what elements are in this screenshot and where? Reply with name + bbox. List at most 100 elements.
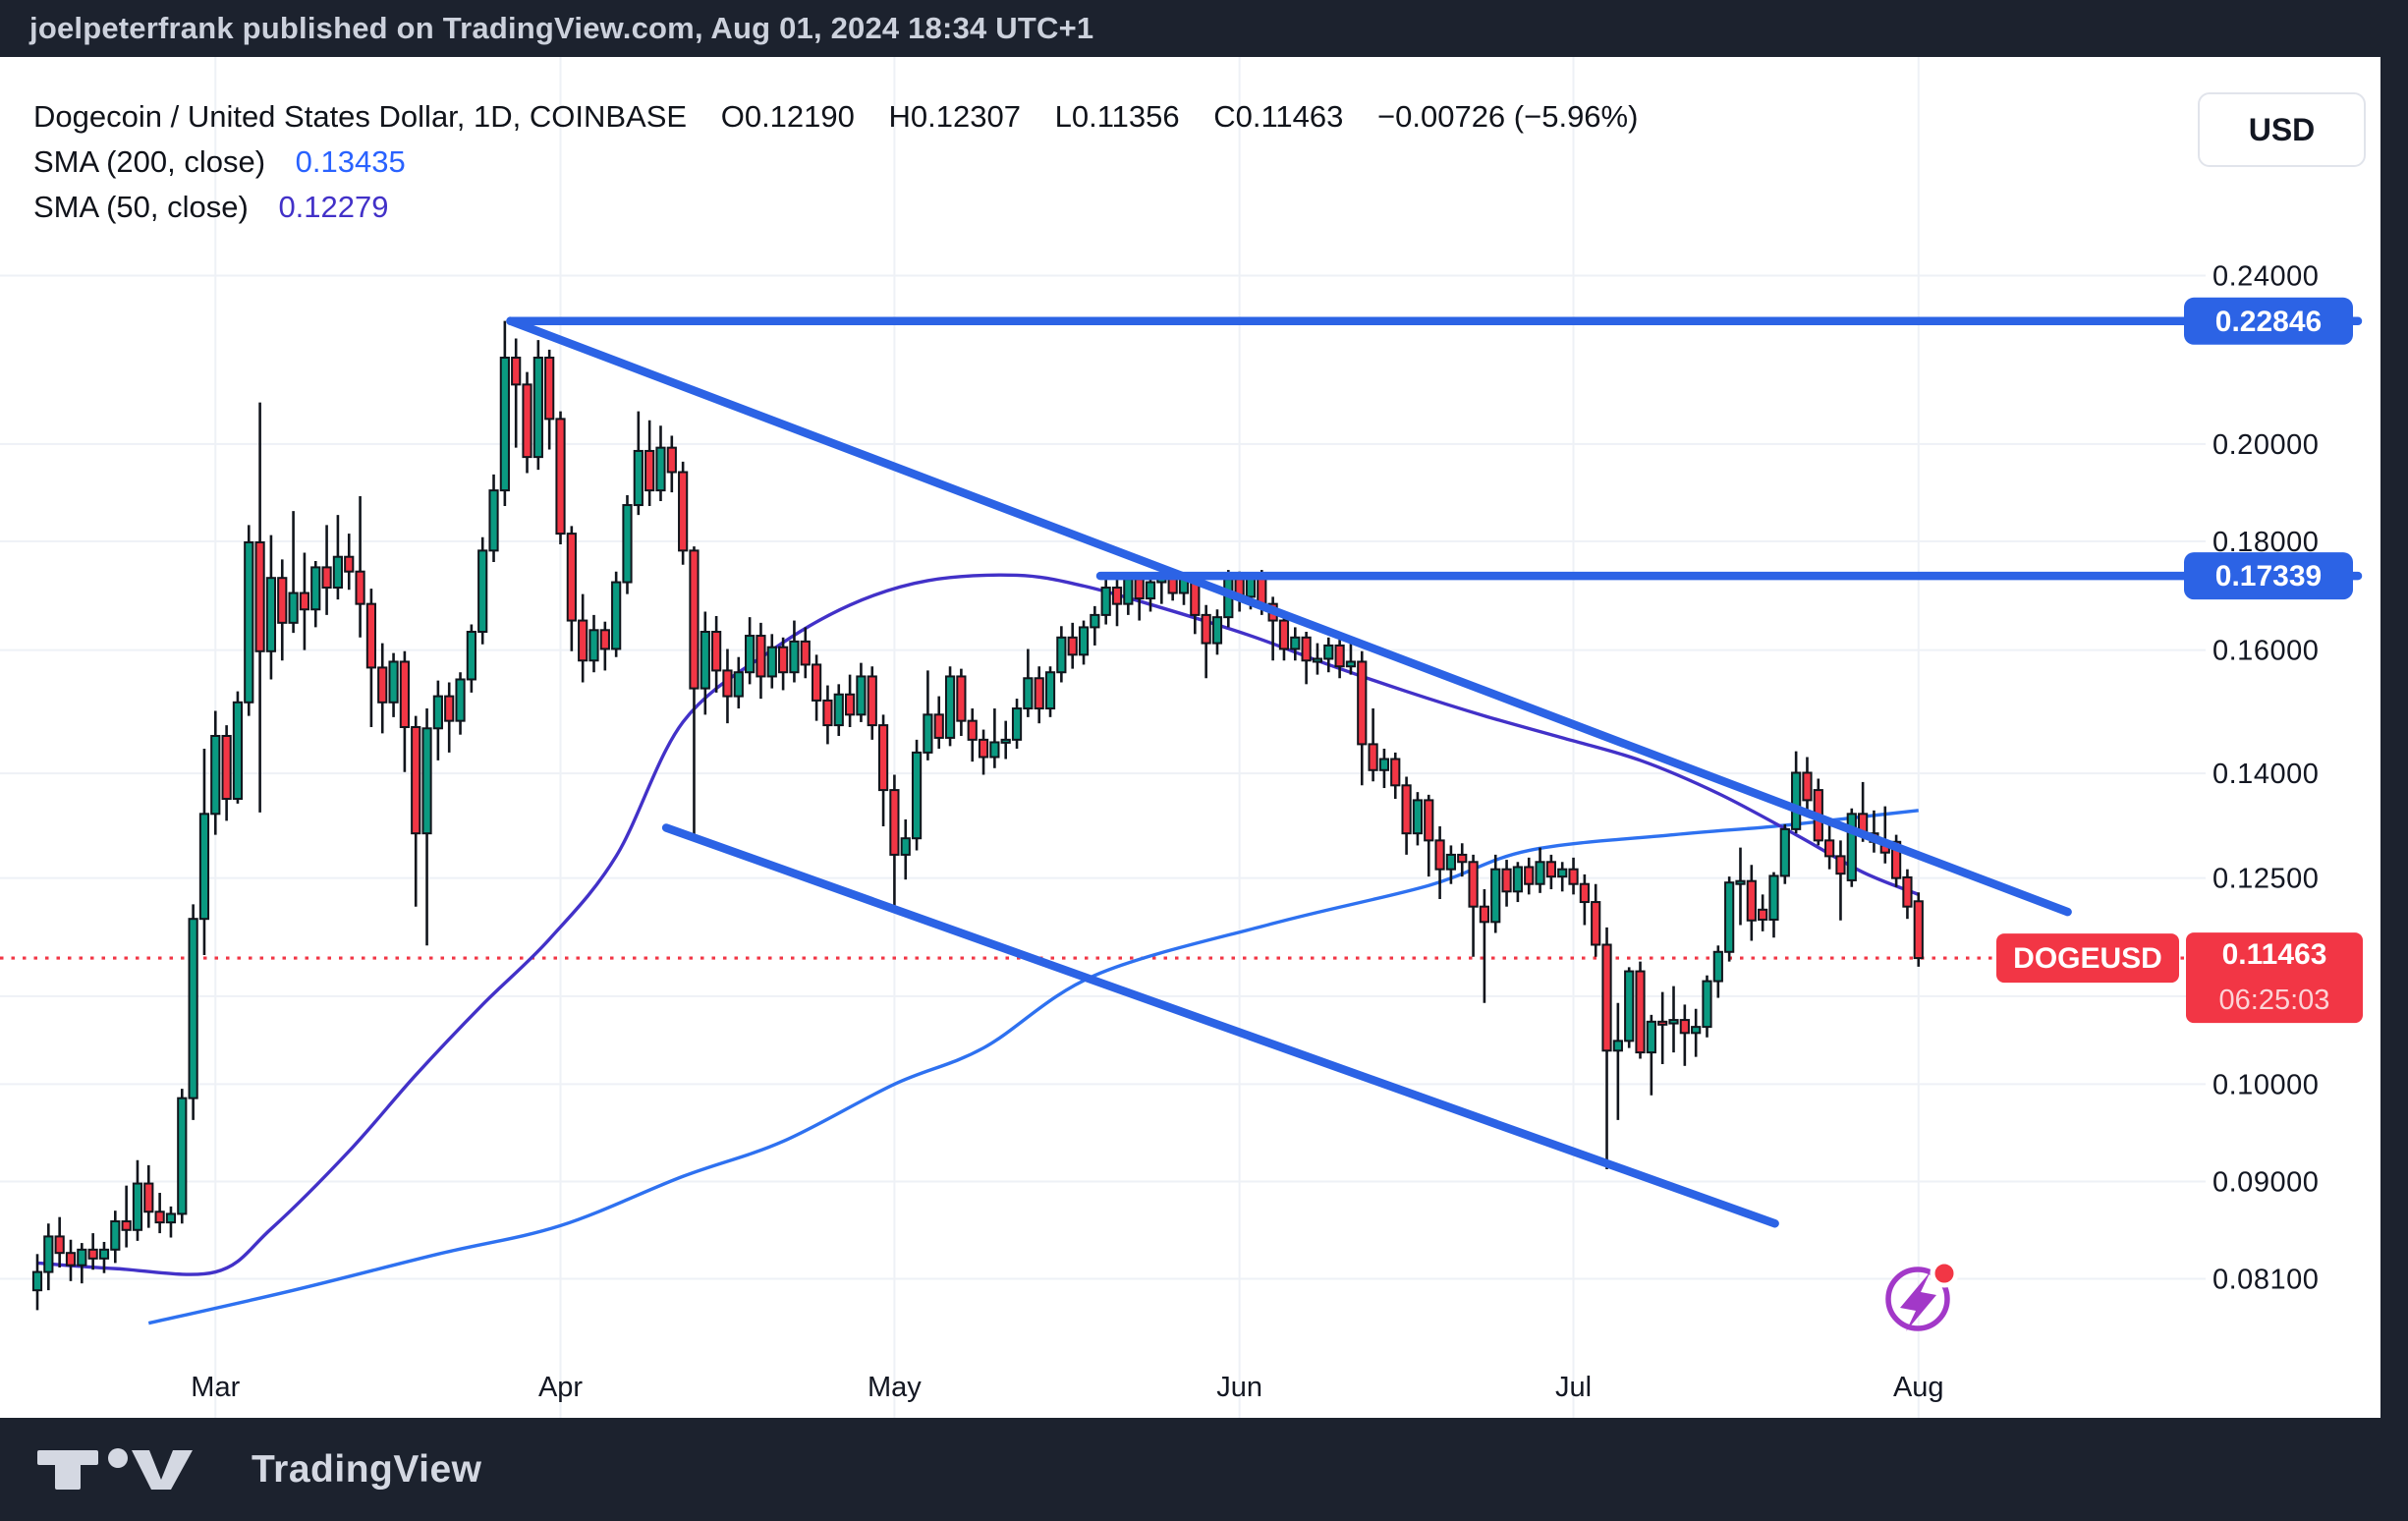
level-price-badge-text: 0.22846	[2215, 306, 2322, 338]
price-axis[interactable]: 0.240000.200000.180000.160000.140000.125…	[1996, 260, 2363, 1296]
candle	[633, 411, 644, 516]
level-price-badge[interactable]	[2184, 552, 2353, 600]
candle	[254, 402, 265, 813]
price-tick-label: 0.16000	[2212, 636, 2319, 667]
indicator-sma200[interactable]: SMA (200, close) 0.13435	[33, 140, 1638, 185]
candle	[31, 1254, 43, 1311]
candle	[1201, 604, 1211, 679]
tradingview-logo-icon[interactable]	[37, 1444, 234, 1495]
candle	[766, 634, 777, 689]
candle	[1211, 609, 1223, 655]
candle	[121, 1185, 132, 1248]
candle	[933, 696, 944, 749]
trendline[interactable]	[506, 316, 2072, 917]
candle	[1312, 643, 1323, 675]
candle	[1524, 857, 1535, 895]
candle	[856, 662, 867, 722]
candlestick-series[interactable]	[31, 320, 1924, 1311]
symbol-price-flag-text: DOGEUSD	[2013, 942, 2162, 975]
drawings[interactable]	[506, 316, 2363, 1228]
candle	[488, 474, 499, 563]
candle	[1635, 961, 1646, 1059]
time-axis[interactable]: Mar Apr May Jun Jul Aug	[191, 1372, 1943, 1403]
candle	[1802, 757, 1813, 816]
ohlc-close: C0.11463	[1213, 99, 1344, 134]
flash-icon[interactable]	[1885, 1259, 1959, 1331]
candle	[54, 1216, 65, 1268]
candle	[756, 622, 766, 700]
candle	[877, 714, 889, 827]
candle	[644, 420, 655, 507]
sma200-line[interactable]	[147, 809, 1919, 1325]
candle	[455, 672, 466, 735]
candle	[666, 435, 677, 493]
candle	[1090, 605, 1100, 646]
notification-dot	[1930, 1259, 1959, 1288]
price-change: −0.00726 (−5.96%)	[1377, 99, 1639, 134]
candle	[1000, 720, 1011, 760]
candle	[299, 552, 310, 650]
candle	[1568, 857, 1579, 895]
symbol-title-row: Dogecoin / United States Dollar, 1D, COI…	[33, 94, 1638, 140]
candle	[421, 708, 432, 946]
candle	[65, 1239, 77, 1281]
ohlc-open: O0.12190	[720, 99, 855, 134]
candle	[1445, 845, 1457, 884]
candle	[1323, 637, 1334, 673]
candle	[889, 774, 900, 910]
candle	[722, 648, 733, 724]
plot-background	[0, 57, 2380, 1418]
sma50-line[interactable]	[36, 573, 1920, 1276]
candle	[1601, 927, 1612, 1170]
candle	[789, 620, 800, 683]
price-tick-label: 0.20000	[2212, 429, 2319, 461]
candle	[1735, 847, 1746, 926]
candle	[978, 729, 989, 775]
candle	[689, 546, 700, 837]
currency-toggle-button[interactable]: USD	[2198, 92, 2366, 167]
candle	[154, 1193, 165, 1234]
price-tick-label: 0.14000	[2212, 759, 2319, 790]
candle	[1434, 826, 1445, 899]
candle	[177, 1089, 188, 1224]
candle	[733, 656, 744, 709]
publish-banner: joelpeterfrank published on TradingView.…	[0, 0, 2408, 57]
symbol-price-flag[interactable]	[1996, 933, 2179, 984]
level-price-badge[interactable]	[2184, 297, 2353, 345]
candle	[210, 710, 221, 835]
candle	[511, 338, 522, 448]
candle	[365, 589, 376, 728]
bar-countdown: 06:25:03	[2219, 985, 2330, 1016]
candle	[1646, 1014, 1656, 1096]
candle	[77, 1243, 87, 1284]
tradingview-brand-text[interactable]: TradingView	[252, 1447, 482, 1491]
candle	[1457, 843, 1468, 877]
trendline[interactable]	[661, 823, 1779, 1228]
candle	[923, 670, 933, 760]
candle	[745, 617, 756, 685]
candle	[1557, 862, 1568, 892]
candle	[1691, 1008, 1702, 1057]
candle	[1746, 865, 1757, 941]
candle	[432, 680, 443, 760]
candle	[944, 666, 956, 747]
candle	[1835, 840, 1846, 921]
candle	[1334, 640, 1345, 679]
candle	[87, 1233, 98, 1270]
publish-banner-text: joelpeterfrank published on TradingView.…	[29, 11, 1094, 45]
symbol-title[interactable]: Dogecoin / United States Dollar, 1D, COI…	[33, 99, 688, 134]
candle	[844, 674, 856, 728]
last-price-badge[interactable]	[2186, 932, 2363, 1024]
candle	[1023, 648, 1034, 717]
candle	[1902, 869, 1913, 920]
last-price-badge-value: 0.11463	[2222, 938, 2327, 971]
candle	[1612, 1002, 1623, 1120]
candle	[1078, 620, 1090, 665]
candle	[344, 534, 355, 591]
indicator-sma50[interactable]: SMA (50, close) 0.12279	[33, 185, 1638, 230]
candle	[588, 614, 599, 673]
candle	[1846, 808, 1857, 887]
level-price-badge-text: 0.17339	[2215, 560, 2322, 592]
